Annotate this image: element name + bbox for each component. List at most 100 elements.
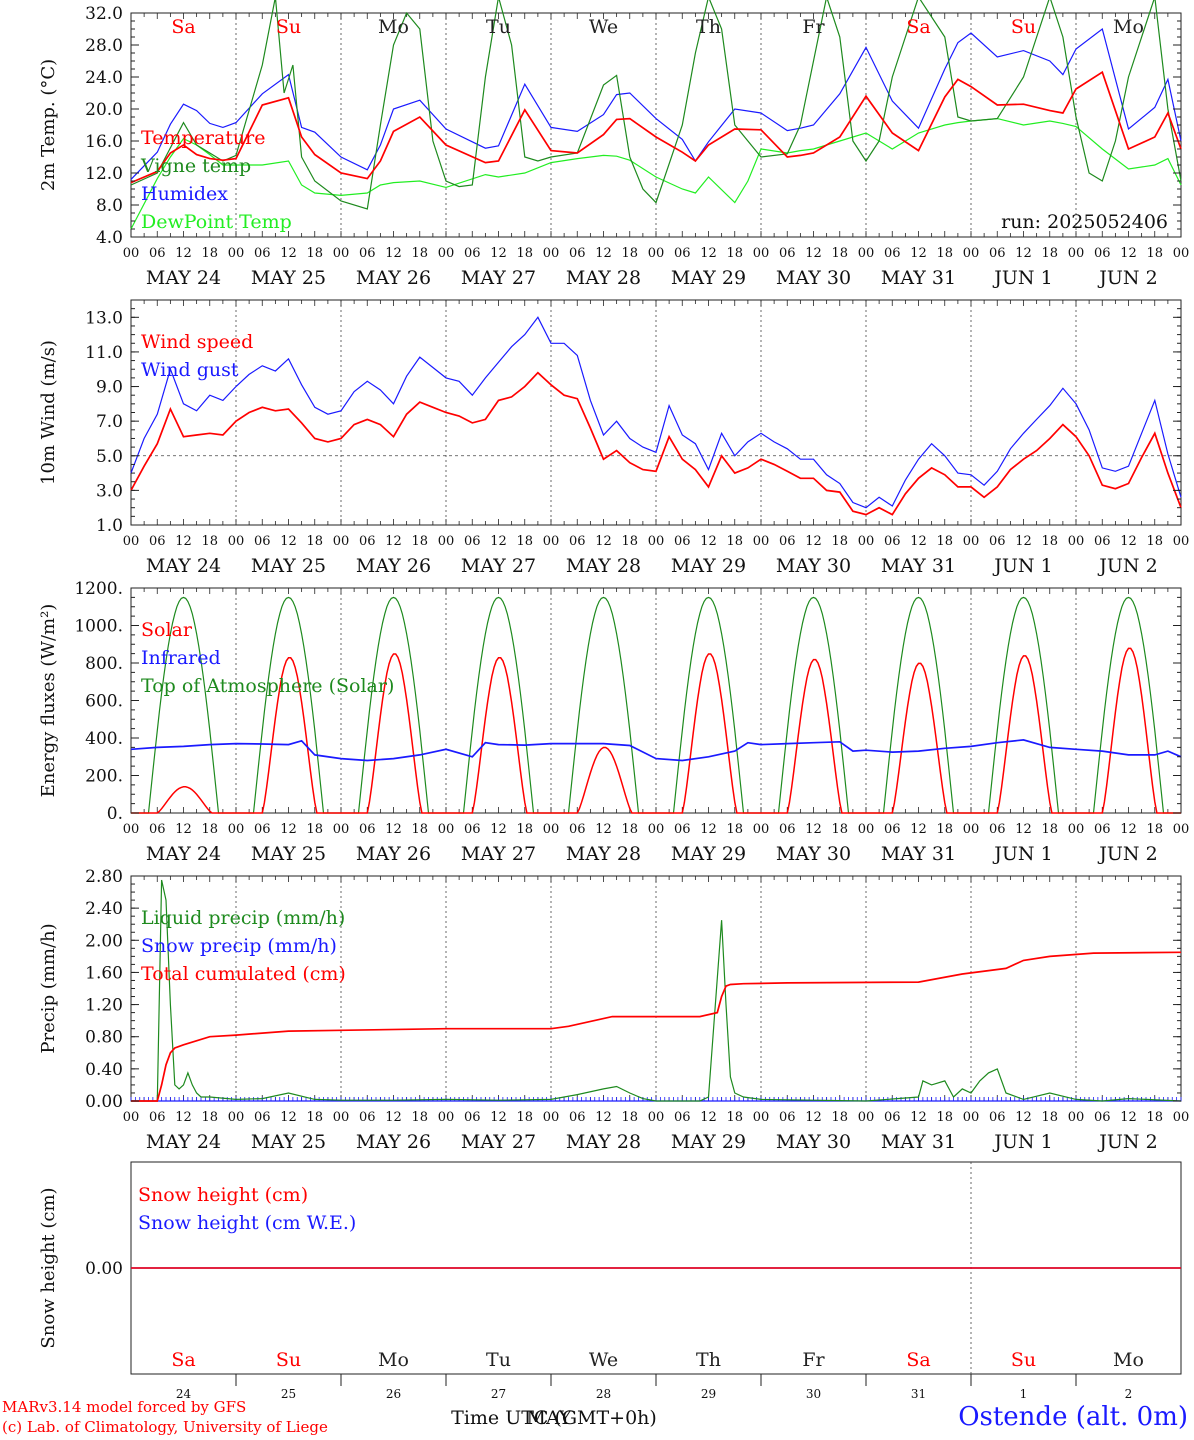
hour-tick-label: 12 [805,534,822,549]
y-tick-label: 5.0 [96,447,123,467]
hour-tick-label: 18 [621,822,638,837]
hour-tick-label: 06 [989,822,1006,837]
panel-4-x-axis: 00 06 12 18 00 06 12 18 00 06 12 18 00 06 12 18 00 06 12 18… [123,1110,1190,1153]
hour-tick-label: 06 [674,1110,691,1125]
series-line [130,0,1182,210]
hour-tick-label: 18 [306,246,323,261]
day-label: MAY 29 [671,843,746,865]
hour-tick-label: 06 [359,534,376,549]
hour-tick-label: 12 [175,246,192,261]
y-tick-label: 9.0 [96,378,123,398]
hour-tick-label: 00 [333,534,350,549]
day-label: MAY 25 [251,555,326,577]
day-number: 29 [701,1387,716,1401]
hour-tick-label: 06 [1094,822,1111,837]
hour-tick-label: 06 [149,534,166,549]
series-line-solar [131,647,1181,814]
hour-tick-label: 12 [385,822,402,837]
weekday-label: Fr [802,1349,825,1371]
hour-tick-label: 12 [700,1110,717,1125]
hour-tick-label: 06 [254,822,271,837]
hour-tick-label: 06 [569,822,586,837]
hour-tick-label: 12 [385,246,402,261]
hour-tick-label: 06 [464,1110,481,1125]
hour-tick-label: 12 [1120,822,1137,837]
wind-series [130,316,1182,516]
hour-tick-label: 00 [858,822,875,837]
y-tick-label: 3.0 [96,481,123,501]
legend-entry: Solar [141,619,193,641]
hour-tick-label: 00 [963,246,980,261]
series-line [130,27,1182,180]
series-line [130,117,1182,230]
day-label: JUN 2 [1097,843,1157,865]
y-tick-label: 0.00 [85,1092,123,1112]
hour-tick-label: 06 [779,534,796,549]
y-tick-label: 1.20 [85,996,123,1016]
hour-tick-label: 06 [359,246,376,261]
y-tick-label: 24.0 [85,68,123,88]
y-tick-label: 2.80 [85,867,123,887]
y-tick-label: 4.0 [96,228,123,248]
weekday-label: Fr [802,16,825,38]
hour-tick-label: 06 [464,822,481,837]
legend-entry: Top of Atmosphere (Solar) [141,675,394,697]
hour-tick-label: 18 [936,534,953,549]
hour-tick-label: 18 [621,1110,638,1125]
weekday-label: Tu [486,16,511,38]
y-tick-label: 2.00 [85,931,123,951]
y-tick-label: 28.0 [85,36,123,56]
y-tick-label: 16.0 [85,132,123,152]
hour-tick-label: 00 [438,246,455,261]
hour-tick-label: 18 [516,246,533,261]
day-label: MAY 24 [146,1131,221,1153]
panel-2-y-axis: 1.0 3.0 5.0 7.0 9.0 11.0 13.0 [85,299,1181,536]
day-label: JUN 1 [992,267,1052,289]
hour-tick-label: 06 [1094,534,1111,549]
hour-tick-label: 00 [438,822,455,837]
hour-tick-label: 18 [621,534,638,549]
hour-tick-label: 18 [1041,1110,1058,1125]
hour-tick-label: 18 [411,822,428,837]
panel-5-y-label: Snow height (cm) [38,1187,59,1348]
hour-tick-label: 18 [516,822,533,837]
hour-tick-label: 06 [674,534,691,549]
hour-tick-label: 12 [1120,534,1137,549]
hour-tick-label: 06 [149,1110,166,1125]
day-number-row: 24 25 26 27 28 29 30 31 1 2 [176,1387,1132,1401]
hour-tick-label: 18 [726,534,743,549]
day-label: JUN 1 [992,843,1052,865]
day-label: MAY 26 [356,267,431,289]
hour-tick-label: 18 [1041,534,1058,549]
hour-tick-label: 00 [648,534,665,549]
legend-entry: Snow height (cm W.E.) [138,1212,356,1234]
day-label: MAY 30 [776,267,851,289]
weekday-label: Su [276,16,301,38]
hour-tick-label: 18 [411,534,428,549]
hour-tick-label: 12 [490,1110,507,1125]
legend-entry: Total cumulated (cm) [141,963,346,985]
legend-entry: Snow precip (mm/h) [141,935,337,957]
panel-4-legend: Liquid precip (mm/h) Snow precip (mm/h) To… [141,907,346,985]
hour-tick-label: 00 [1068,534,1085,549]
weekday-row-bottom: Sa Su Mo Tu We Th Fr Sa Su Mo [171,1349,1144,1386]
hour-tick-label: 00 [123,1110,140,1125]
y-tick-label: 8.0 [96,196,123,216]
series-line-infrared [130,739,1182,762]
hour-tick-label: 18 [726,246,743,261]
y-tick-label: 0.40 [85,1060,123,1080]
y-tick-label: 32.0 [85,4,123,24]
panel-5-legend: Snow height (cm) Snow height (cm W.E.) [138,1184,356,1234]
weekday-row-top: Sa Su Mo Tu We Th Fr Sa Su Mo [171,16,1144,38]
hour-tick-label: 00 [1068,246,1085,261]
hour-tick-label: 12 [1015,822,1032,837]
day-label: MAY 31 [881,555,956,577]
day-label: MAY 27 [461,1131,536,1153]
hour-tick-label: 06 [569,246,586,261]
hour-tick-label: 18 [516,1110,533,1125]
hour-tick-label: 00 [1173,822,1190,837]
day-label: MAY 31 [881,1131,956,1153]
day-number: 31 [911,1387,926,1401]
weekday-label: Sa [171,1349,195,1371]
hour-tick-label: 00 [543,246,560,261]
